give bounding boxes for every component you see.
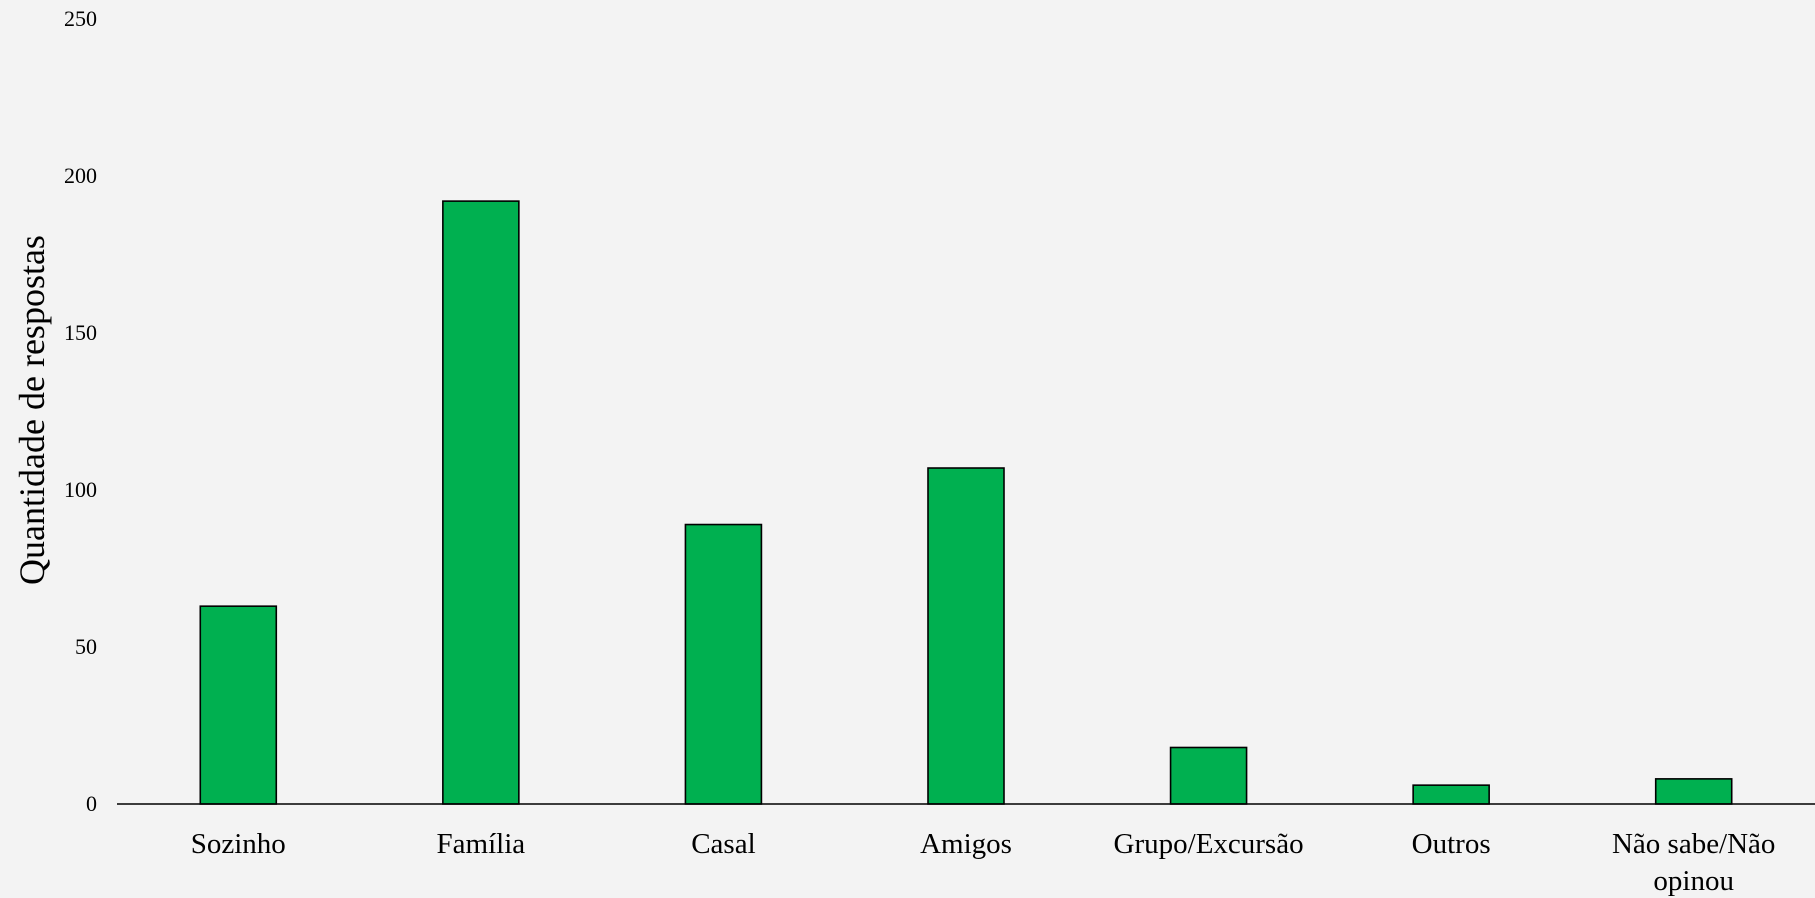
y-tick-label: 100 (64, 477, 97, 502)
bar (1654, 778, 1733, 805)
bar (199, 605, 278, 805)
y-tick-label: 50 (75, 634, 97, 659)
bar (927, 467, 1005, 805)
x-tick-label: Amigos (920, 828, 1012, 860)
x-tick-label: Grupo/Excursão (1114, 828, 1304, 860)
x-tick-label-line: Família (437, 828, 526, 860)
y-axis-title: Quantidade de respostas (12, 235, 52, 585)
x-tick-label-line: Não sabe/Não (1612, 828, 1775, 860)
x-tick-label-line: Amigos (920, 828, 1012, 860)
x-tick-label-line: opinou (1653, 865, 1734, 897)
bar (1412, 784, 1490, 805)
x-tick-label-line: Sozinho (191, 828, 286, 860)
y-tick-label: 200 (64, 163, 97, 188)
x-tick-label: Sozinho (191, 828, 286, 860)
x-tick-label: Família (437, 828, 526, 860)
y-tick-label: 150 (64, 320, 97, 345)
x-axis-labels: Sozinho Família Casal Amigos Grupo/Excursão O… (191, 828, 1776, 897)
x-tick-label: Casal (691, 828, 755, 860)
y-axis-title-group: Quantidade de respostas (12, 235, 52, 585)
bars (199, 200, 1733, 805)
y-tick-label: 250 (64, 6, 97, 31)
x-tick-label-line: Casal (691, 828, 755, 860)
y-tick-label: 0 (86, 791, 97, 816)
x-tick-label: Outros (1412, 828, 1491, 860)
bar (1169, 746, 1248, 805)
y-axis-ticks: 0 50 100 150 200 250 (64, 6, 97, 816)
bar (442, 200, 520, 805)
bar (684, 523, 763, 805)
x-tick-label-line: Outros (1412, 828, 1491, 860)
x-tick-label: Não sabe/Não opinou (1612, 828, 1775, 897)
x-tick-label-line: Grupo/Excursão (1114, 828, 1304, 860)
